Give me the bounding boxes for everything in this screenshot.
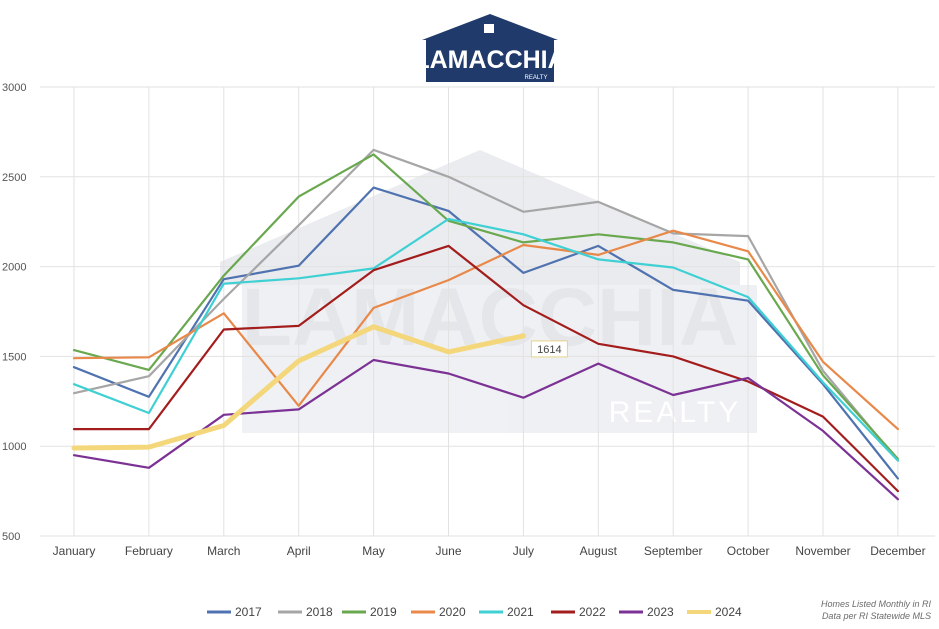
x-tick-label: May xyxy=(362,544,385,558)
x-tick-label: January xyxy=(53,544,96,558)
series-line-2019 xyxy=(72,153,900,460)
data-label: 1614 xyxy=(537,344,561,356)
logo-window-icon xyxy=(484,24,494,33)
data-label-box xyxy=(530,340,568,358)
y-tick-label: 500 xyxy=(2,531,20,543)
logo-banner xyxy=(426,40,554,82)
legend-label-2022: 2022 xyxy=(579,605,606,619)
legend-label-2018: 2018 xyxy=(306,605,333,619)
watermark: LAMACCHIA REALTY xyxy=(220,150,757,433)
series-lines xyxy=(71,148,900,501)
legend-label-2021: 2021 xyxy=(507,605,534,619)
logo: LAMACCHIA REALTY xyxy=(414,14,566,82)
legend: 2017 2018 2019 2020 2021 2022 2023 2024 xyxy=(207,605,742,619)
series-line-2024 xyxy=(71,324,526,451)
x-tick-label: March xyxy=(207,544,240,558)
legend-label-2019: 2019 xyxy=(370,605,397,619)
watermark-tagline-text: REALTY xyxy=(609,396,741,429)
series-line-2021 xyxy=(72,217,900,462)
y-tick-label: 1500 xyxy=(2,351,26,363)
source-note-line-1: Homes Listed Monthly in RI xyxy=(820,599,931,609)
y-tick-label: 2000 xyxy=(2,262,26,274)
watermark-brand-text: LAMACCHIA xyxy=(242,272,738,363)
y-tick-label: 3000 xyxy=(2,82,26,94)
x-tick-label: July xyxy=(513,544,534,558)
x-tick-label: September xyxy=(644,544,703,558)
logo-brand-text: LAMACCHIA xyxy=(414,46,565,74)
watermark-body xyxy=(242,285,757,433)
x-tick-label: February xyxy=(125,544,173,558)
y-tick-label: 2500 xyxy=(2,172,26,184)
source-note-line-2: Data per RI Statewide MLS xyxy=(821,611,931,621)
annotations: 1614 xyxy=(530,340,568,358)
legend-label-2024: 2024 xyxy=(715,605,742,619)
source-note: Homes Listed Monthly in RI Data per RI S… xyxy=(671,598,931,622)
x-tick-label: December xyxy=(870,544,925,558)
series-line-2018 xyxy=(72,148,900,462)
x-tick-label: October xyxy=(727,544,770,558)
legend-label-2017: 2017 xyxy=(235,605,262,619)
axes: 500 1000 1500 2000 2500 3000 January February Ma… xyxy=(2,82,926,558)
legend-label-2020: 2020 xyxy=(439,605,466,619)
series-line-2017 xyxy=(72,186,900,480)
y-tick-label: 1000 xyxy=(2,441,26,453)
series-line-2020 xyxy=(72,229,900,431)
legend-label-2023: 2023 xyxy=(647,605,674,619)
logo-tagline-text: REALTY xyxy=(525,75,548,81)
x-tick-label: June xyxy=(435,544,461,558)
x-tick-label: April xyxy=(287,544,311,558)
x-tick-label: August xyxy=(580,544,618,558)
x-tick-label: November xyxy=(795,544,850,558)
series-line-2023 xyxy=(72,358,900,501)
